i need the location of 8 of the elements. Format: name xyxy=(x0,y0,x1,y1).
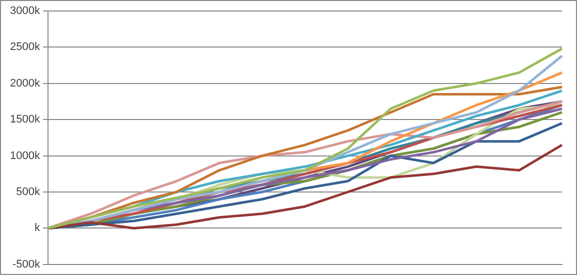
y-tick-label: -500k xyxy=(12,258,40,270)
y-tick-label: 2000k xyxy=(10,77,40,90)
y-tick-label: k xyxy=(34,222,40,234)
y-tick-label: 1000k xyxy=(10,150,40,162)
y-tick-label: 3000k xyxy=(10,5,40,18)
y-tick-label: 2500k xyxy=(10,41,40,54)
y-tick-label: 500k xyxy=(16,186,40,198)
y-tick-label: 1500k xyxy=(10,114,40,126)
